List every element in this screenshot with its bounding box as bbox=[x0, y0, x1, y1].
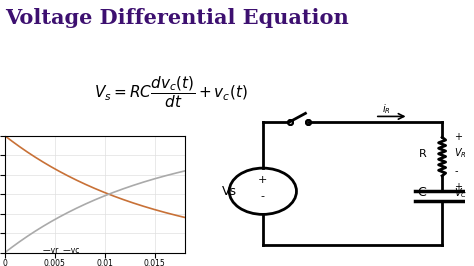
Text: -: - bbox=[261, 191, 265, 201]
Text: $i_R$: $i_R$ bbox=[382, 103, 391, 116]
Text: R: R bbox=[419, 148, 427, 159]
Text: $V_s = RC\dfrac{dv_c(t)}{dt} + v_c(t)$: $V_s = RC\dfrac{dv_c(t)}{dt} + v_c(t)$ bbox=[94, 74, 247, 110]
Text: $V_C$: $V_C$ bbox=[455, 187, 468, 201]
Text: -: - bbox=[455, 195, 458, 205]
Text: +: + bbox=[455, 182, 463, 193]
Text: —vr  —vc: —vr —vc bbox=[43, 246, 79, 255]
Text: -: - bbox=[455, 166, 458, 176]
Text: Voltage Differential Equation: Voltage Differential Equation bbox=[5, 8, 348, 28]
Text: C: C bbox=[418, 186, 427, 199]
Text: +: + bbox=[258, 175, 267, 185]
Text: $V_R$: $V_R$ bbox=[455, 147, 467, 160]
Text: +: + bbox=[455, 132, 463, 142]
Text: Vs: Vs bbox=[222, 185, 237, 198]
